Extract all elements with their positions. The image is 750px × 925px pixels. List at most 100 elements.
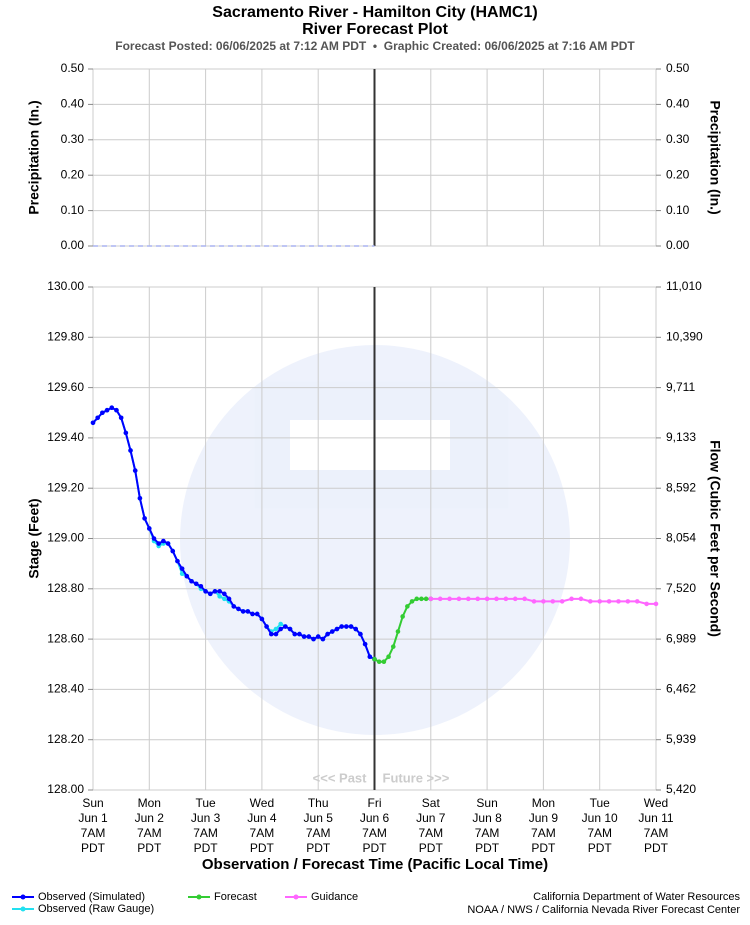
data-point (334, 626, 340, 632)
x-tick-label: Jun 9 (529, 811, 559, 825)
x-tick-label: Jun 8 (472, 811, 502, 825)
x-tick-label: 7AM (193, 826, 218, 840)
y-axis-label: Precipitation (In.) (26, 100, 42, 214)
data-point (428, 596, 434, 602)
data-point (198, 583, 204, 589)
data-point (273, 631, 279, 637)
x-tick-label: 7AM (306, 826, 331, 840)
x-tick-label: Sat (422, 796, 441, 810)
legend-label: Forecast (214, 891, 257, 903)
data-point (161, 538, 166, 544)
data-point (400, 614, 405, 619)
data-point (222, 596, 227, 602)
x-tick-label: PDT (81, 841, 106, 855)
y-tick-label: 128.80 (47, 581, 84, 595)
y-tick-label: 129.20 (47, 480, 84, 494)
data-point (297, 631, 302, 637)
data-point (414, 596, 420, 602)
data-point (588, 599, 593, 604)
data-point (137, 495, 143, 501)
data-point (329, 629, 335, 634)
data-point (292, 631, 298, 637)
x-tick-label: 7AM (475, 826, 500, 840)
data-point (367, 654, 373, 660)
x-tick-label: Sun (82, 796, 103, 810)
y2-tick-label: 8,054 (666, 531, 696, 545)
x-tick-label: PDT (588, 841, 613, 855)
data-point (569, 596, 574, 602)
data-point (381, 659, 387, 665)
future-label: Future >>> (383, 770, 450, 785)
data-point (437, 596, 443, 602)
y-tick-label: 128.60 (47, 631, 84, 645)
x-tick-label: 7AM (644, 826, 669, 840)
data-point (217, 594, 222, 599)
y-tick-label: 0.10 (61, 203, 85, 217)
data-point (226, 596, 232, 602)
y2-tick-label: 9,133 (666, 430, 696, 444)
posted: Forecast Posted: 06/06/2025 at 7:12 AM P… (115, 39, 635, 53)
x-tick-label: Jun 1 (78, 811, 108, 825)
x-tick-label: Thu (308, 796, 329, 810)
data-point (179, 571, 185, 577)
data-point (301, 634, 307, 639)
data-point (104, 407, 110, 413)
data-point (259, 616, 265, 622)
data-point (395, 629, 401, 634)
legend-dot (196, 894, 202, 900)
data-point (151, 536, 157, 541)
data-point (466, 596, 471, 602)
y2-tick-label: 0.20 (666, 167, 690, 181)
y2-tick-label: 6,989 (666, 631, 696, 645)
data-point (189, 578, 194, 584)
y2-tick-label: 0.00 (666, 238, 690, 252)
x-tick-label: PDT (419, 841, 444, 855)
data-point (447, 596, 452, 602)
data-point (503, 596, 509, 602)
x-tick-label: Jun 4 (247, 811, 277, 825)
data-point (90, 420, 96, 426)
x-tick-label: Jun 7 (416, 811, 446, 825)
x-tick-label: Jun 11 (638, 811, 673, 825)
footer-line: California Department of Water Resources (533, 891, 740, 903)
footer-line: NOAA / NWS / California Nevada River For… (467, 904, 740, 916)
data-point (132, 468, 138, 473)
y2-tick-label: 0.50 (666, 61, 690, 75)
data-point (419, 596, 424, 602)
y-tick-label: 129.60 (47, 380, 84, 394)
y2-axis-label: Precipitation (In.) (707, 100, 723, 214)
x-tick-label: Wed (644, 796, 668, 810)
y2-tick-label: 5,939 (666, 732, 696, 746)
x-tick-label: PDT (531, 841, 556, 855)
data-point (193, 581, 199, 587)
data-point (100, 410, 105, 416)
x-tick-label: Tue (195, 796, 216, 810)
data-point (273, 626, 279, 632)
x-tick-label: 7AM (587, 826, 612, 840)
x-tick-label: Wed (250, 796, 274, 810)
data-point (325, 631, 330, 637)
data-point (531, 599, 537, 604)
data-point (156, 541, 161, 546)
data-point (386, 654, 391, 660)
data-point (311, 636, 316, 642)
data-point (245, 609, 251, 614)
y2-tick-label: 5,420 (666, 782, 696, 796)
y-tick-label: 0.40 (61, 97, 85, 111)
data-point (128, 448, 133, 453)
y-tick-label: 130.00 (47, 279, 84, 293)
data-point (348, 624, 354, 629)
data-point (207, 591, 213, 597)
data-point (118, 415, 124, 421)
data-point (390, 644, 396, 649)
title: Sacramento River - Hamilton City (HAMC1) (212, 4, 537, 21)
x-tick-label: Jun 6 (360, 811, 390, 825)
data-point (184, 573, 190, 579)
y-tick-label: 128.40 (47, 682, 84, 696)
data-point (475, 596, 481, 602)
data-point (147, 526, 152, 531)
x-tick-label: Jun 10 (582, 811, 618, 825)
data-point (405, 604, 410, 609)
x-tick-label: Jun 2 (135, 811, 165, 825)
y2-tick-label: 6,462 (666, 682, 696, 696)
